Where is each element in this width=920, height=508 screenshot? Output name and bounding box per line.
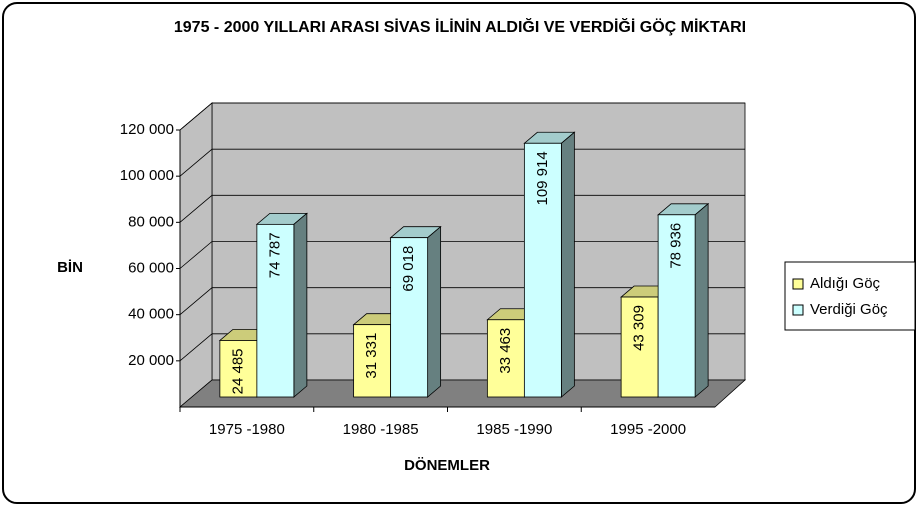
data-label: 31 331 (363, 333, 380, 379)
chart-title: 1975 - 2000 YILLARI ARASI SİVAS İLİNİN A… (173, 19, 747, 36)
bar (620, 296, 659, 398)
data-label: 109 914 (534, 151, 551, 205)
legend-box (784, 261, 916, 331)
data-label: 78 936 (668, 223, 685, 269)
bar (256, 223, 295, 398)
data-label: 33 463 (497, 328, 514, 374)
bar-side (293, 212, 308, 398)
legend-label: Aldığı Göç (810, 275, 881, 292)
data-label: 24 485 (229, 348, 246, 394)
bar (390, 237, 429, 398)
y-tick-label: 120 000 (120, 121, 174, 138)
bar-side (694, 202, 709, 398)
y-axis-label: BİN (57, 259, 83, 276)
legend-swatch (792, 304, 804, 316)
x-tick-label: 1975 -1980 (209, 421, 285, 438)
bar (657, 214, 696, 398)
bar (353, 324, 392, 398)
legend-swatch (792, 278, 804, 290)
legend-label: Verdiği Göç (810, 301, 888, 318)
data-label: 69 018 (400, 246, 417, 292)
y-tick-label: 60 000 (128, 259, 174, 276)
y-tick-label: 20 000 (128, 352, 174, 369)
data-label: 43 309 (631, 305, 648, 351)
grid-line (179, 102, 745, 131)
y-tick-label: 80 000 (128, 213, 174, 230)
x-tick-label: 1985 -1990 (476, 421, 552, 438)
x-axis-label: DÖNEMLER (404, 457, 490, 474)
data-label: 74 787 (266, 232, 283, 278)
x-tick-label: 1995 -2000 (610, 421, 686, 438)
y-tick-label: 100 000 (120, 167, 174, 184)
bar-side (427, 225, 442, 398)
bar-side (560, 131, 575, 398)
x-tick-label: 1980 -1985 (343, 421, 419, 438)
bar (523, 142, 562, 398)
y-tick-label: 40 000 (128, 306, 174, 323)
